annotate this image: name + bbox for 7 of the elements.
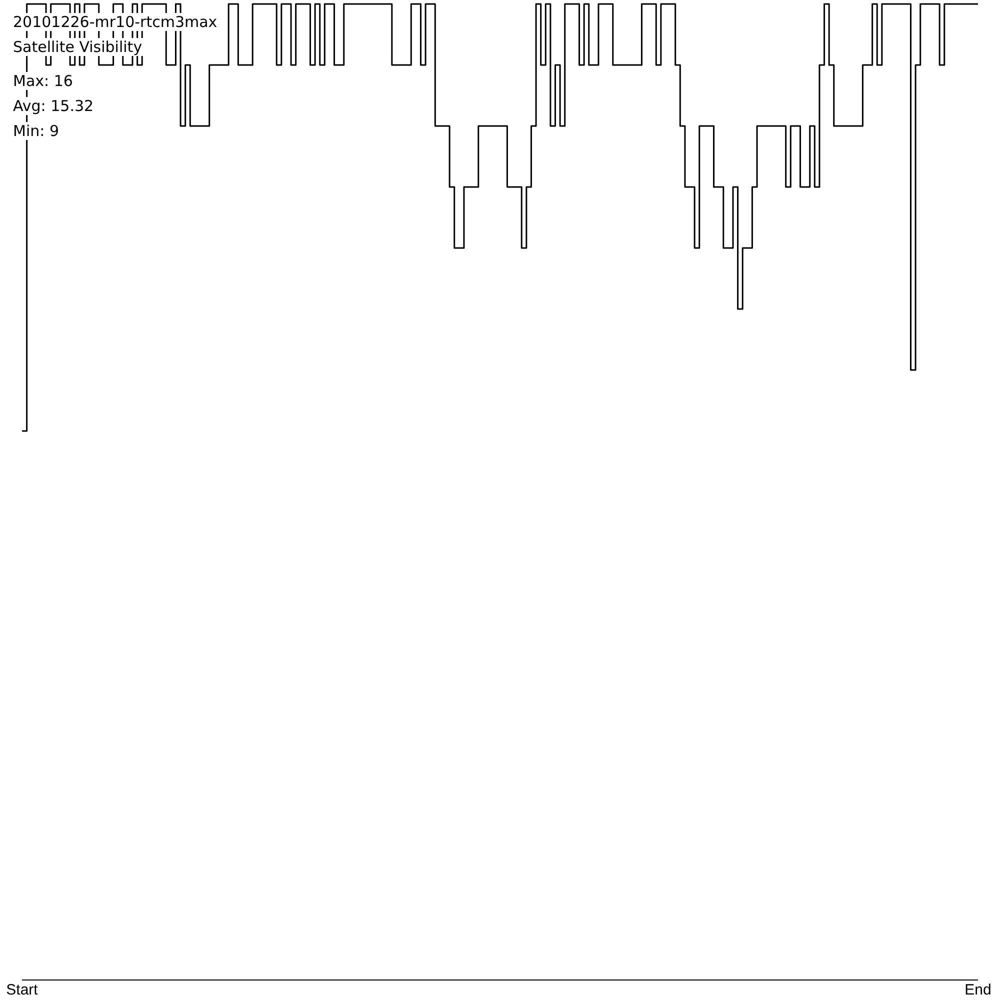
text: Satellite Visibility [13,38,142,56]
text: 20101226-mr10-rtcm3max [13,13,218,31]
annotation: Max: 16 [13,72,73,90]
x-tick-label: End [964,982,992,999]
annotation: Min: 9 [13,122,59,140]
x-tick-label: Start [6,982,39,999]
annotation: Avg: 15.32 [13,97,94,115]
